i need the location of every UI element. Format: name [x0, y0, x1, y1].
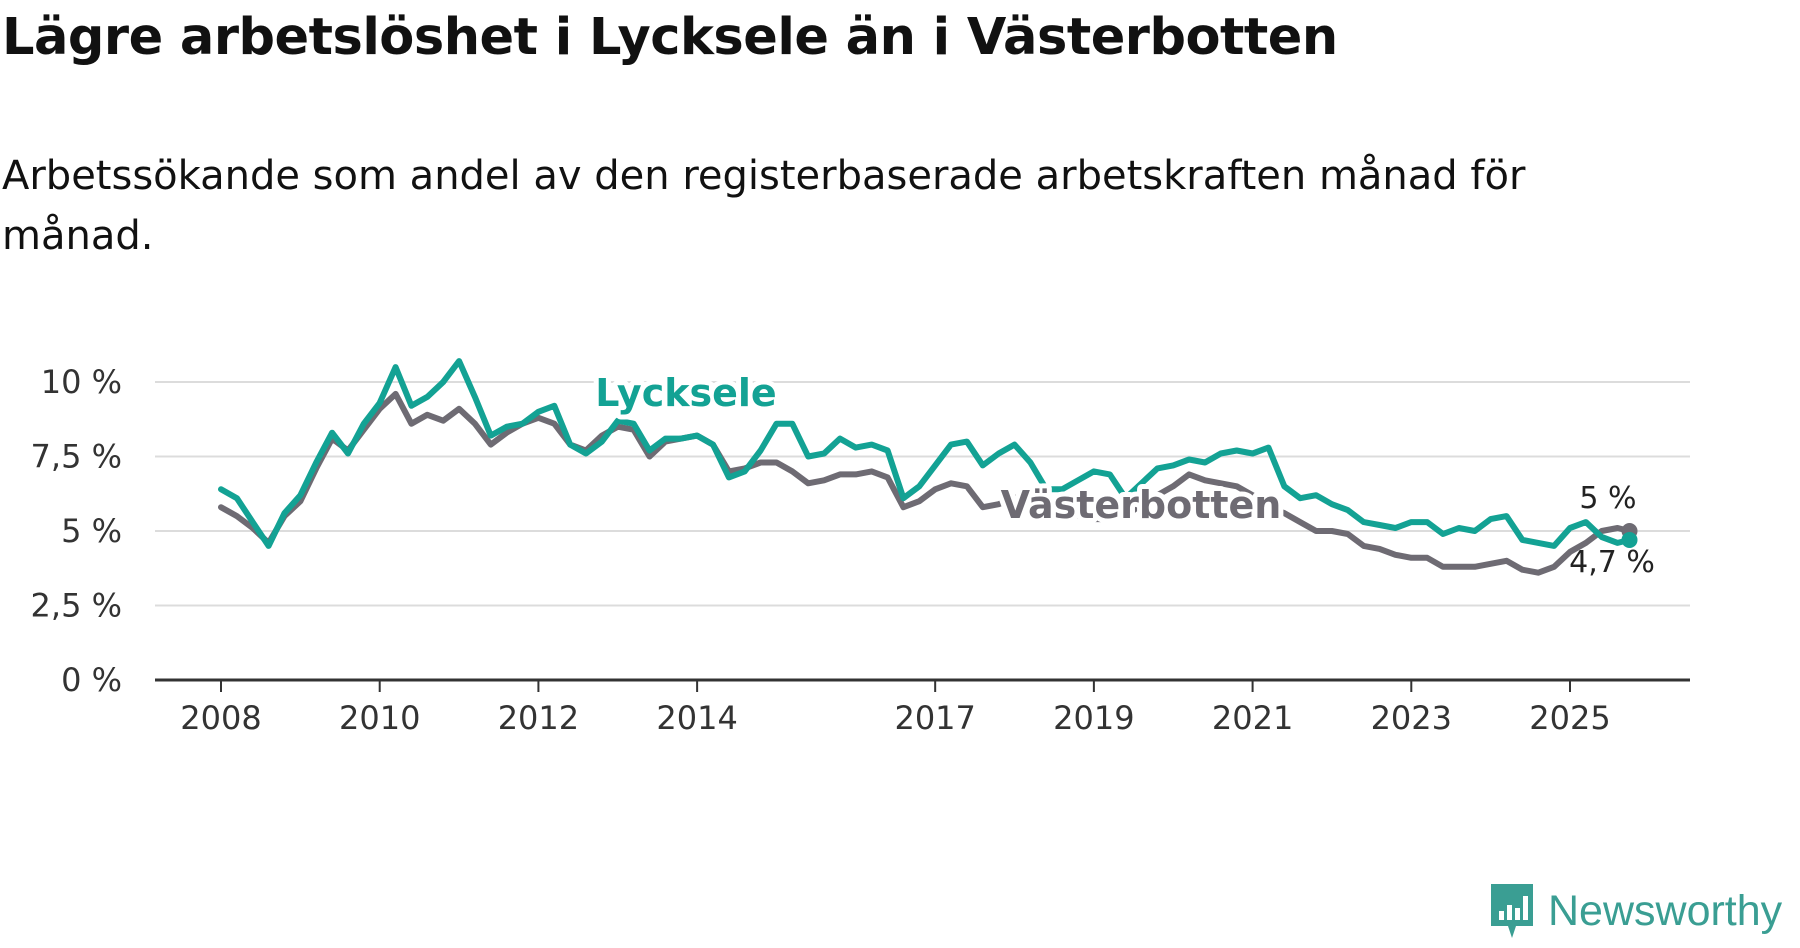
- x-axis: 2008 2010 2012 2014 2017 2019 2021 2023 2025: [155, 678, 1690, 737]
- y-tick-label: 7,5 %: [31, 438, 122, 476]
- x-tick-label: 2010: [339, 699, 420, 737]
- y-tick-label: 2,5 %: [31, 587, 122, 625]
- x-tick-label: 2019: [1053, 699, 1134, 737]
- x-tick-label: 2023: [1371, 699, 1452, 737]
- x-tick-label: 2017: [894, 699, 975, 737]
- x-tick-label: 2025: [1529, 699, 1610, 737]
- x-tick-label: 2008: [180, 699, 261, 737]
- newsworthy-logo-text: Newsworthy: [1548, 886, 1783, 935]
- x-tick-label: 2012: [498, 699, 579, 737]
- chart-subtitle: Arbetssökande som andel av den registerb…: [2, 153, 1526, 259]
- x-tick-label: 2021: [1212, 699, 1293, 737]
- series-end-point-lycksele: [1621, 531, 1638, 548]
- y-tick-label: 0 %: [61, 661, 122, 699]
- end-value-label-lycksele: 4,7 %: [1569, 545, 1655, 580]
- chart-title: Lägre arbetslöshet i Lycksele än i Väste…: [2, 8, 1338, 67]
- y-tick-label: 5 %: [61, 512, 122, 550]
- newsworthy-logo: Newsworthy: [1488, 882, 1782, 940]
- newsworthy-logo-icon: [1491, 884, 1533, 938]
- y-axis-tick-labels: 0 % 2,5 % 5 % 7,5 % 10 %: [31, 363, 122, 699]
- grid-lines: [155, 381, 1690, 607]
- series-line-lycksele: [218, 358, 1633, 549]
- series-layer: [218, 358, 1638, 576]
- end-value-label-vasterbotten: 5 %: [1579, 481, 1636, 516]
- series-line-vasterbotten: [218, 390, 1633, 576]
- series-label-lycksele: Lycksele: [595, 371, 776, 415]
- y-tick-label: 10 %: [41, 363, 122, 401]
- x-tick-label: 2014: [656, 699, 737, 737]
- annotation-layer: Lycksele Västerbotten 5 % 4,7 %: [590, 366, 1655, 580]
- series-label-vasterbotten: Västerbotten: [1001, 483, 1282, 527]
